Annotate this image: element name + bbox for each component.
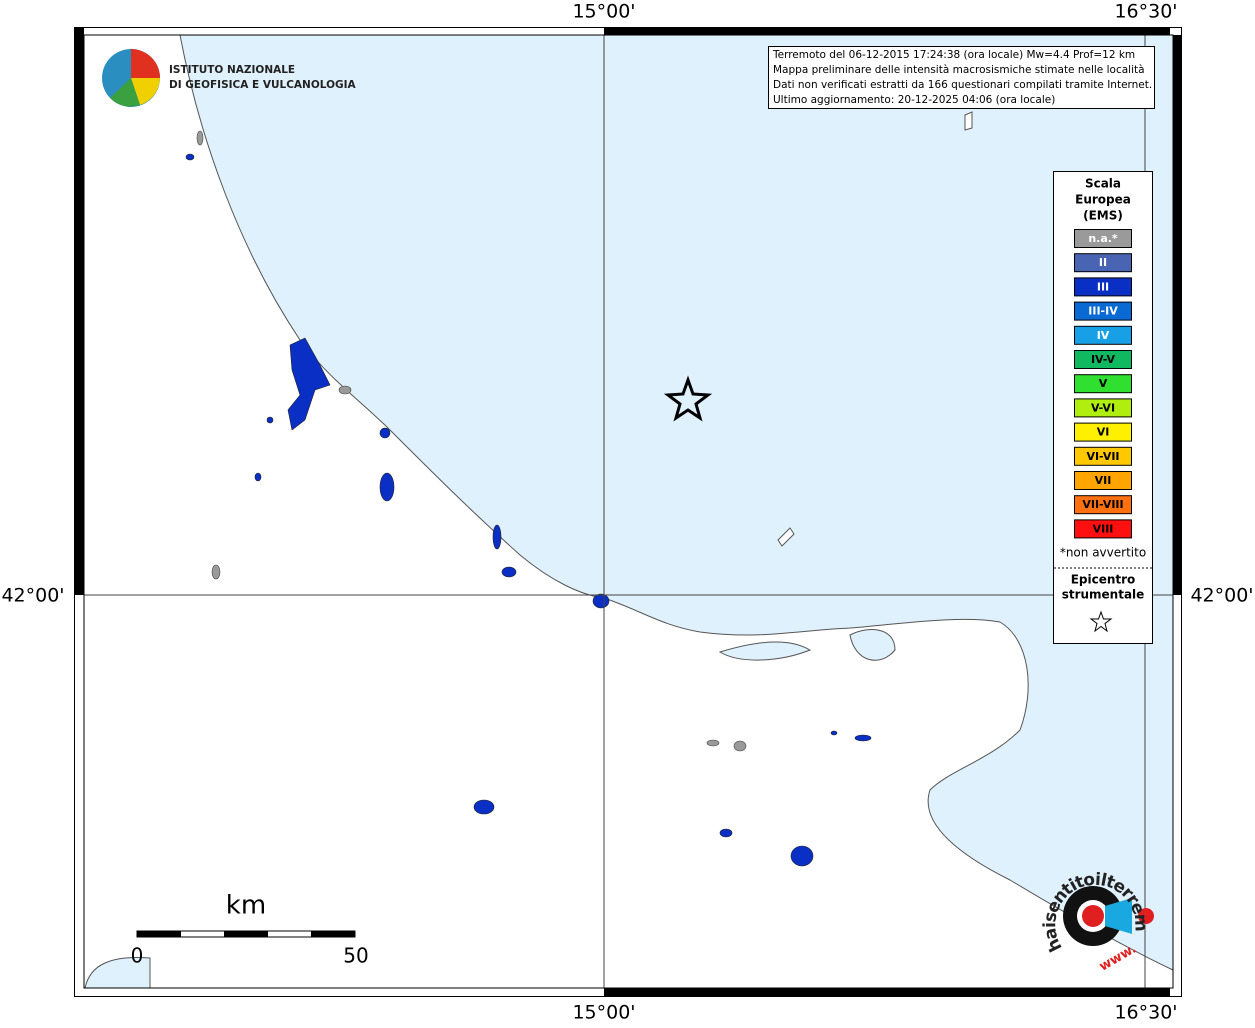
legend-note: *non avvertito: [1060, 546, 1146, 560]
area: [790, 845, 814, 867]
scale-label: 0: [131, 944, 144, 968]
island: [777, 527, 795, 547]
legend-label: VII: [1095, 474, 1112, 487]
legend-label: VI-VII: [1086, 450, 1119, 463]
area: [185, 153, 195, 161]
legend-swatch: [1074, 301, 1132, 321]
area: [254, 472, 262, 482]
ingv-logo: ISTITUTO NAZIONALE DI GEOFISICA E VULCAN…: [102, 49, 357, 107]
lat-label: 42°00': [1, 585, 64, 607]
legend-label: IV-V: [1091, 353, 1116, 366]
frame-bar: [604, 988, 1170, 996]
legend-label: n.a.*: [1088, 232, 1118, 245]
area: [719, 828, 733, 838]
legend-epicenter: strumentale: [1062, 588, 1145, 602]
area: [338, 385, 352, 395]
legend-title: Europea: [1075, 193, 1131, 207]
na-areas: [196, 130, 747, 752]
legend-swatch: [1074, 350, 1132, 369]
frame-bar: [74, 35, 84, 595]
frame-bar: [604, 27, 1170, 35]
logo-text: DI GEOFISICA E VULCANOLOGIA: [169, 79, 357, 91]
legend-swatch: [1074, 229, 1132, 248]
area: [492, 524, 502, 550]
legend-label: V: [1099, 377, 1108, 390]
info-line: Dati non verificati estratti da 166 ques…: [773, 79, 1152, 91]
area: [379, 472, 395, 502]
legend-title: (EMS): [1083, 209, 1123, 223]
lon-label: 16°30': [1114, 1002, 1177, 1024]
badge-question: [1138, 908, 1154, 924]
area: [854, 734, 872, 742]
legend-swatch: [1074, 519, 1132, 539]
info-line: Ultimo aggiornamento: 20-12-2025 04:06 (…: [773, 94, 1055, 106]
lagoon: [849, 629, 896, 661]
legend-swatch: [1074, 422, 1132, 442]
area: [733, 740, 747, 752]
land: [83, 34, 1174, 989]
badge-beam: [1105, 898, 1132, 934]
scale-segment: [224, 931, 268, 937]
legend-swatch: [1074, 277, 1132, 297]
legend-swatch: [1074, 374, 1132, 394]
legend-label: II: [1099, 256, 1107, 269]
logo-text: ISTITUTO NAZIONALE: [169, 64, 295, 76]
area: [830, 730, 838, 736]
area: [266, 416, 274, 424]
scale-unit: km: [226, 891, 266, 921]
info-line: Mappa preliminare delle intensità macros…: [773, 64, 1145, 76]
gulf: [84, 956, 151, 989]
scale-segment: [311, 931, 355, 937]
area: [287, 337, 331, 431]
legend-label: VI: [1097, 426, 1110, 439]
info-frame: [768, 46, 1155, 109]
area: [592, 593, 610, 609]
area: [211, 564, 221, 580]
logo-segment: [110, 78, 140, 107]
scale-label: 50: [343, 944, 368, 968]
legend-label: IV: [1097, 329, 1110, 342]
lagoon: [718, 641, 812, 661]
lon-label: 16°30': [1114, 1, 1177, 23]
legend-title: Scala: [1085, 177, 1121, 191]
frame-bar: [1173, 35, 1181, 595]
legend-label: VIII: [1093, 522, 1114, 535]
logo-segment: [131, 49, 160, 78]
legend-epicenter: Epicentro: [1071, 573, 1136, 587]
lat-label: 42°00': [1190, 585, 1253, 607]
lon-label: 15°00': [572, 1002, 635, 1024]
frame-bar: [74, 27, 84, 35]
info-line: Terremoto del 06-12-2015 17:24:38 (ora l…: [772, 49, 1135, 61]
epicenter: [663, 375, 713, 422]
area: [501, 566, 517, 578]
legend: ScalaEuropea(EMS)n.a.*IIIIIIII-IVIVIV-VV…: [1053, 171, 1153, 644]
info-box: Terremoto del 06-12-2015 17:24:38 (ora l…: [768, 46, 1155, 109]
legend-swatch: [1074, 253, 1132, 273]
legend-swatch: [1074, 325, 1132, 345]
scale-segment: [137, 931, 181, 937]
area: [473, 799, 495, 815]
area: [706, 739, 720, 747]
legend-swatch: [1074, 471, 1132, 490]
legend-label: V-VI: [1091, 401, 1115, 414]
lon-label: 15°00': [572, 1, 635, 23]
scale-bar: km 0 50: [131, 891, 369, 968]
legend-swatch: [1074, 398, 1132, 418]
logo-segment: [131, 78, 160, 105]
legend-star: [1089, 610, 1113, 633]
legend-swatch: [1074, 495, 1132, 515]
island: [964, 111, 973, 131]
frame: [74, 27, 1182, 997]
legend-label: III: [1097, 280, 1109, 293]
area: [379, 427, 391, 439]
area: [196, 130, 204, 146]
legend-label: VII-VIII: [1082, 498, 1123, 511]
legend-label: III-IV: [1088, 305, 1118, 318]
badge-core: [1082, 905, 1104, 927]
intensity-areas: [185, 153, 872, 867]
legend-swatch: [1074, 446, 1132, 466]
